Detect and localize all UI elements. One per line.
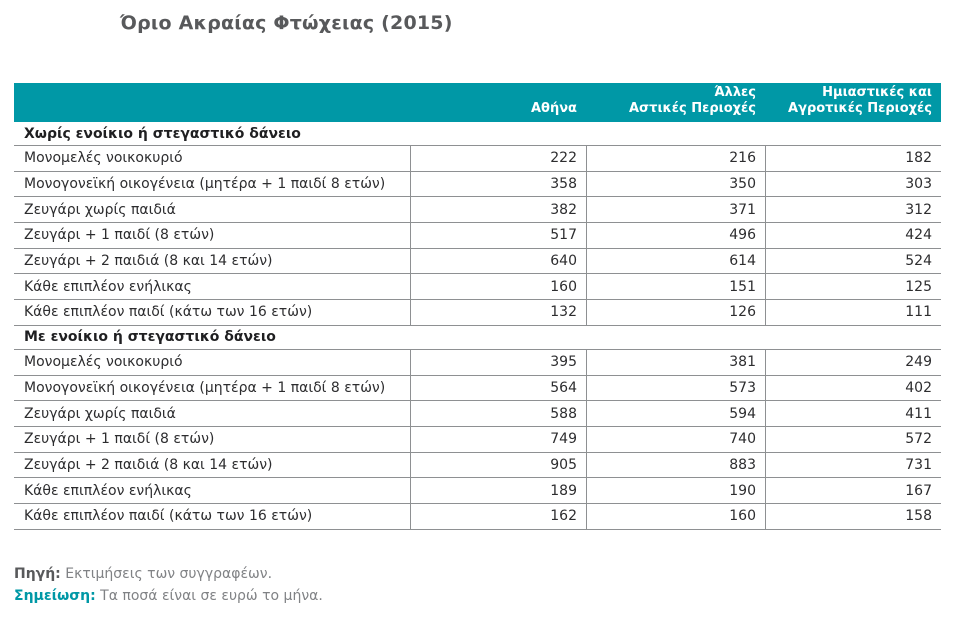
table-row: Μονομελές νοικοκυριό 395 381 249	[14, 349, 941, 376]
row-label: Μονογονεϊκή οικογένεια (μητέρα + 1 παιδί…	[24, 176, 386, 193]
table-header-row: Αθήνα Άλλες Αστικές Περιοχές Ημιαστικές και…	[14, 83, 941, 122]
table-footnotes: Πηγή: Εκτιμήσεις των συγγραφέων. Σημείωσ…	[14, 563, 323, 607]
row-value: 151	[586, 274, 765, 300]
row-label: Κάθε επιπλέον παιδί (κάτω των 16 ετών)	[24, 304, 313, 321]
row-value: 126	[586, 300, 765, 325]
table-row: Ζευγάρι χωρίς παιδιά 588 594 411	[14, 401, 941, 427]
row-label: Μονομελές νοικοκυριό	[24, 354, 183, 371]
row-value: 402	[765, 375, 941, 401]
column-header-line: Αγροτικές Περιοχές	[788, 101, 932, 116]
row-value: 564	[410, 375, 586, 401]
row-label: Κάθε επιπλέον παιδί (κάτω των 16 ετών)	[24, 508, 313, 525]
section-header-label: Με ενοίκιο ή στεγαστικό δάνειο	[24, 329, 276, 346]
row-label: Ζευγάρι + 2 παιδιά (8 και 14 ετών)	[24, 253, 273, 270]
table-row: Μονομελές νοικοκυριό 222 216 182	[14, 146, 941, 172]
row-label: Ζευγάρι + 2 παιδιά (8 και 14 ετών)	[24, 456, 273, 473]
note-text: Τα ποσά είναι σε ευρώ το μήνα.	[100, 588, 323, 604]
column-header-line: Άλλες	[714, 85, 756, 100]
row-label: Κάθε επιπλέον ενήλικας	[24, 482, 192, 499]
row-value: 382	[410, 197, 586, 223]
section-header-row: Χωρίς ενοίκιο ή στεγαστικό δάνειο	[14, 122, 941, 146]
row-value: 614	[586, 248, 765, 274]
row-value: 350	[586, 171, 765, 197]
row-label: Ζευγάρι + 1 παιδί (8 ετών)	[24, 227, 215, 244]
row-value: 905	[410, 452, 586, 478]
row-value: 189	[410, 478, 586, 503]
table-row: Κάθε επιπλέον παιδί (κάτω των 16 ετών) 16…	[14, 503, 941, 530]
table-row: Ζευγάρι + 1 παιδί (8 ετών) 517 496 424	[14, 223, 941, 249]
row-value: 111	[765, 300, 941, 325]
row-value: 749	[410, 426, 586, 452]
column-header-0: Αθήνα	[410, 101, 586, 117]
table-row: Ζευγάρι + 1 παιδί (8 ετών) 749 740 572	[14, 426, 941, 453]
row-label: Ζευγάρι χωρίς παιδιά	[24, 201, 176, 218]
row-label: Ζευγάρι + 1 παιδί (8 ετών)	[24, 431, 215, 448]
row-value: 740	[586, 426, 765, 452]
row-value: 411	[765, 401, 941, 426]
column-header-2: Ημιαστικές και Αγροτικές Περιοχές	[765, 85, 941, 117]
row-value: 424	[765, 223, 941, 248]
column-header-line: Ημιαστικές και	[822, 85, 932, 100]
source-label: Πηγή:	[14, 566, 61, 582]
row-value: 381	[586, 349, 765, 375]
table-row: Ζευγάρι + 2 παιδιά (8 και 14 ετών) 640 614…	[14, 248, 941, 275]
table-body: Χωρίς ενοίκιο ή στεγαστικό δάνειο Μονομελ…	[14, 122, 941, 530]
row-value: 573	[586, 375, 765, 401]
note-label: Σημείωση:	[14, 588, 96, 604]
row-label: Ζευγάρι χωρίς παιδιά	[24, 405, 176, 422]
table-row: Κάθε επιπλέον ενήλικας 189 190 167	[14, 478, 941, 504]
row-value: 517	[410, 223, 586, 248]
row-value: 594	[586, 401, 765, 426]
row-label: Κάθε επιπλέον ενήλικας	[24, 278, 192, 295]
row-label: Μονογονεϊκή οικογένεια (μητέρα + 1 παιδί…	[24, 379, 386, 396]
table-row: Κάθε επιπλέον ενήλικας 160 151 125	[14, 274, 941, 301]
row-value: 182	[765, 146, 941, 171]
source-text: Εκτιμήσεις των συγγραφέων.	[65, 566, 273, 582]
row-value: 371	[586, 197, 765, 223]
table-row: Ζευγάρι + 2 παιδιά (8 και 14 ετών) 905 883…	[14, 452, 941, 479]
column-header-line: Αθήνα	[530, 101, 577, 116]
row-value: 158	[765, 503, 941, 529]
row-value: 160	[586, 503, 765, 529]
section-header-row: Με ενοίκιο ή στεγαστικό δάνειο	[14, 326, 941, 350]
row-value: 190	[586, 478, 765, 503]
row-value: 572	[765, 426, 941, 452]
row-value: 395	[410, 349, 586, 375]
row-value: 312	[765, 197, 941, 223]
row-value: 731	[765, 452, 941, 478]
row-value: 524	[765, 248, 941, 274]
row-value: 303	[765, 171, 941, 197]
row-value: 249	[765, 349, 941, 375]
row-value: 640	[410, 248, 586, 274]
row-value: 125	[765, 274, 941, 300]
row-value: 167	[765, 478, 941, 503]
page-title: Όριο Ακραίας Φτώχειας (2015)	[120, 12, 453, 34]
row-label: Μονομελές νοικοκυριό	[24, 150, 183, 167]
row-value: 358	[410, 171, 586, 197]
table-row: Ζευγάρι χωρίς παιδιά 382 371 312	[14, 197, 941, 224]
row-value: 216	[586, 146, 765, 171]
row-value: 883	[586, 452, 765, 478]
table-row: Μονογονεϊκή οικογένεια (μητέρα + 1 παιδί…	[14, 171, 941, 198]
row-value: 588	[410, 401, 586, 426]
row-value: 132	[410, 300, 586, 325]
poverty-line-table: Αθήνα Άλλες Αστικές Περιοχές Ημιαστικές και…	[14, 83, 941, 530]
note-line: Σημείωση: Τα ποσά είναι σε ευρώ το μήνα.	[14, 585, 323, 607]
section-header-label: Χωρίς ενοίκιο ή στεγαστικό δάνειο	[24, 125, 301, 142]
row-value: 222	[410, 146, 586, 171]
column-header-line: Αστικές Περιοχές	[629, 101, 756, 116]
row-value: 160	[410, 274, 586, 300]
column-header-1: Άλλες Αστικές Περιοχές	[586, 85, 765, 117]
row-value: 496	[586, 223, 765, 248]
table-row: Κάθε επιπλέον παιδί (κάτω των 16 ετών) 13…	[14, 300, 941, 326]
row-value: 162	[410, 503, 586, 529]
source-line: Πηγή: Εκτιμήσεις των συγγραφέων.	[14, 563, 323, 585]
table-row: Μονογονεϊκή οικογένεια (μητέρα + 1 παιδί…	[14, 375, 941, 402]
